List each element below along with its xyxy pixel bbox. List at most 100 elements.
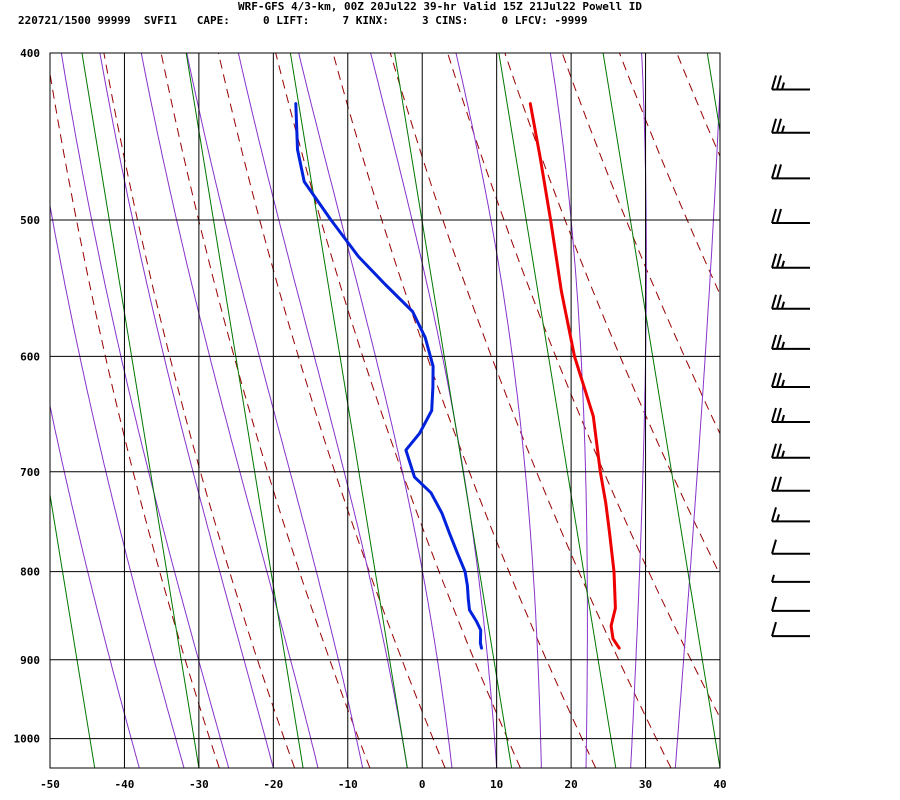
wind-barb-full-flag [776,253,782,269]
mixing-ratio-line [394,53,513,768]
moist-adiabat-line [674,74,720,768]
wind-barb-full-flag [771,476,777,492]
dry-adiabat-line [160,53,371,768]
x-tick-label: -10 [338,778,358,791]
mixing-ratio-line [81,53,200,768]
x-tick-label: 10 [490,778,503,791]
wind-barb-half-flag [781,341,785,350]
wind-barb-full-flag [776,208,782,224]
plot-border [49,52,721,769]
wind-barb-half-flag [781,301,785,310]
x-tick-label: -20 [263,778,283,791]
x-tick-label: 0 [419,778,426,791]
mixing-ratio-line [50,491,96,768]
y-tick-label: 900 [20,654,40,667]
wind-barb-half-flag [781,414,785,423]
moist-adiabat-line [99,53,274,768]
wind-barb [771,596,810,612]
wind-barb-half-flag [776,514,780,522]
dry-adiabat-line [831,15,900,768]
wind-barb-half-flag [781,379,785,388]
dry-adiabat-line [447,53,720,719]
wind-barb [771,372,810,388]
wind-barb-full-flag [771,372,777,388]
wind-barb [771,476,810,492]
wind-barb-half-flag [781,450,785,459]
moist-adiabats [50,53,720,768]
wind-barb-full-flag [771,75,777,90]
mixing-ratio-lines [50,53,720,768]
y-tick-label: 600 [20,350,40,363]
wind-barb-full-flag [776,118,782,134]
wind-barb-full-flag [776,407,782,423]
wind-barb [771,539,810,555]
x-tick-label: 20 [564,778,577,791]
dry-adiabats [50,15,900,768]
wind-barb-full-flag [776,372,782,388]
wind-barb-full-flag [776,334,782,350]
dry-adiabat-line [618,53,720,296]
x-tick-label: 30 [639,778,652,791]
wind-barb-full-flag [776,476,782,492]
moist-adiabat-line [60,53,230,768]
grid [49,52,721,768]
wind-barb-full-flag [771,443,777,459]
wind-barb-full-flag [771,164,777,179]
wind-barb-full-flag [771,118,777,134]
y-tick-label: 400 [20,47,40,60]
axis-tick-labels: -50 -40 -30 -20 -10 0 10 20 30 40 400 500 600 700 800 9… [14,47,727,791]
wind-barb-full-flag [771,334,777,350]
wind-barb-full-flag [771,407,777,423]
dry-adiabat-line [561,53,720,435]
wind-barb-full-flag [771,621,777,637]
dry-adiabat-line [389,53,672,768]
y-tick-label: 700 [20,466,40,479]
mixing-ratio-line [289,53,408,768]
wind-barb-full-flag [776,294,782,310]
wind-barb [771,407,810,424]
wind-barb-half-flag [781,125,785,134]
wind-barb-half-flag [781,82,785,90]
wind-barb [771,443,810,459]
wind-barb-full-flag [771,539,777,554]
moist-adiabat-line [140,53,319,768]
y-tick-label: 800 [20,566,40,579]
sounding-stats-line: 220721/1500 99999 SVFI1 CAPE: 0 LIFT: 7 … [18,14,588,27]
wind-barb [771,294,810,310]
moist-adiabat-line [50,403,140,768]
y-tick-label: 1000 [14,733,41,746]
x-tick-label: -30 [189,778,209,791]
wind-barb-full-flag [771,596,777,612]
dry-adiabat-line [217,53,446,768]
wind-barb [771,75,810,91]
chart-title: WRF-GFS 4/3-km, 00Z 20Jul22 39-hr Valid … [238,0,642,13]
wind-barb [771,334,810,350]
wind-barb [771,253,810,269]
y-tick-label: 500 [20,214,40,227]
wind-barb-full-flag [771,294,777,310]
dry-adiabat-line [718,15,900,768]
wind-barb [771,621,810,638]
moist-adiabat-line [630,53,647,768]
temperature-profile-line [528,102,621,650]
moist-adiabat-line [50,203,185,768]
mixing-ratio-line [602,53,720,768]
wind-barb [771,164,810,180]
dry-adiabat-line [275,53,521,768]
wind-barb-half-flag [771,574,775,583]
dry-adiabat-line [103,53,296,768]
moist-adiabat-line [549,53,588,768]
mixing-ratio-line [706,53,720,134]
moist-adiabat-line [455,53,542,768]
moist-adiabat-line [237,53,408,768]
wind-barb-full-flag [771,253,777,269]
moist-adiabat-line [370,53,498,768]
wind-barb-full-flag [771,208,777,224]
dry-adiabat-line [504,53,720,576]
wind-barb-full-flag [776,164,782,179]
sounding-profiles [294,102,621,650]
dry-adiabat-line [888,15,900,768]
dry-adiabat-line [332,53,597,768]
wind-barb [771,118,810,134]
